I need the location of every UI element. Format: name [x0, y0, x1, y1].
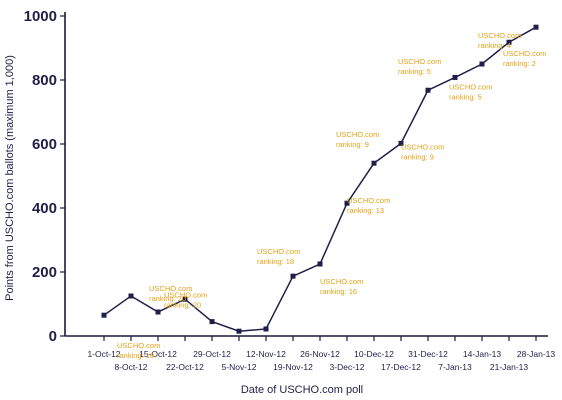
rank-annotation: USCHO.com [449, 82, 492, 91]
x-tick-label: 8-Oct-12 [114, 362, 147, 372]
x-tick-label: 19-Nov-12 [273, 362, 313, 372]
rank-annotation: ranking: 9 [336, 140, 369, 149]
y-tick-label: 800 [32, 72, 57, 89]
x-tick-label: 31-Dec-12 [408, 349, 448, 359]
rank-annotation: USCHO.com [478, 31, 521, 40]
x-tick-label: 5-Nov-12 [222, 362, 257, 372]
x-tick-label: 28-Jan-13 [517, 349, 556, 359]
data-point [425, 87, 431, 93]
rank-annotation: ranking: 20 [149, 294, 186, 303]
x-tick-label: 12-Nov-12 [246, 349, 286, 359]
data-point [263, 326, 269, 332]
data-point [101, 312, 107, 318]
data-point [209, 319, 215, 325]
rank-annotation: USCHO.com [347, 196, 390, 205]
rank-annotation: ranking: 20 [164, 301, 201, 310]
y-tick-label: 400 [32, 200, 57, 217]
rank-annotation: ranking: 2 [503, 59, 536, 68]
x-tick-label: 10-Dec-12 [354, 349, 394, 359]
rank-annotation: USCHO.com [149, 284, 192, 293]
y-tick-label: 1000 [24, 8, 57, 25]
data-point [398, 140, 404, 146]
rank-annotation: USCHO.com [257, 247, 300, 256]
data-point [155, 309, 161, 315]
x-tick-label: 29-Oct-12 [193, 349, 231, 359]
series [101, 24, 539, 334]
rank-annotation: USCHO.com [117, 341, 160, 350]
rank-annotation: USCHO.com [398, 57, 441, 66]
x-axis: 1-Oct-12 8-Oct-12 15-Oct-12 22-Oct-12 29-Oct… [65, 335, 556, 372]
x-tick-label: 17-Dec-12 [381, 362, 421, 372]
y-tick-label: 600 [32, 136, 57, 153]
data-point [290, 273, 296, 279]
x-tick-label: 7-Jan-13 [438, 362, 472, 372]
rank-annotation: ranking: 18 [257, 257, 294, 266]
data-point [506, 39, 512, 45]
x-tick-label: 14-Jan-13 [463, 349, 502, 359]
rank-annotation: USCHO.com [401, 142, 444, 151]
x-tick-label: 1-Oct-12 [87, 349, 120, 359]
data-point [371, 160, 377, 166]
rank-annotation: ranking: 5 [449, 92, 482, 101]
x-tick-label: 26-Nov-12 [300, 349, 340, 359]
rank-annotation: ranking: 18 [117, 351, 154, 360]
data-point [128, 293, 134, 299]
y-tick-label: 0 [49, 328, 57, 345]
rank-annotation: USCHO.com [336, 130, 379, 139]
x-tick-label: 15-Oct-12 [139, 349, 177, 359]
rank-annotation: USCHO.com [320, 277, 363, 286]
data-point [344, 200, 350, 206]
x-tick-label: 21-Jan-13 [490, 362, 529, 372]
rank-annotation: ranking: 5 [398, 67, 431, 76]
data-point [182, 296, 188, 302]
data-point [452, 74, 458, 80]
y-axis: 0 200 400 600 800 1000 [24, 8, 66, 345]
rank-annotation: ranking: 9 [401, 152, 434, 161]
y-axis-title: Points from USCHO.com ballots (maximum 1… [4, 55, 16, 301]
y-tick-label: 200 [32, 264, 57, 281]
data-point [236, 328, 242, 334]
x-tick-label: 3-Dec-12 [330, 362, 365, 372]
rank-annotation: ranking: 16 [320, 287, 357, 296]
rank-annotation: USCHO.com [164, 291, 207, 300]
x-axis-title: Date of USCHO.com poll [241, 384, 363, 396]
data-point [317, 261, 323, 267]
rank-annotation: ranking: 13 [347, 206, 384, 215]
rank-annotation: USCHO.com [503, 49, 546, 58]
x-tick-label: 22-Oct-12 [166, 362, 204, 372]
data-point [479, 61, 485, 67]
data-point [533, 24, 539, 30]
rank-annotation: ranking: 4 [478, 41, 511, 50]
